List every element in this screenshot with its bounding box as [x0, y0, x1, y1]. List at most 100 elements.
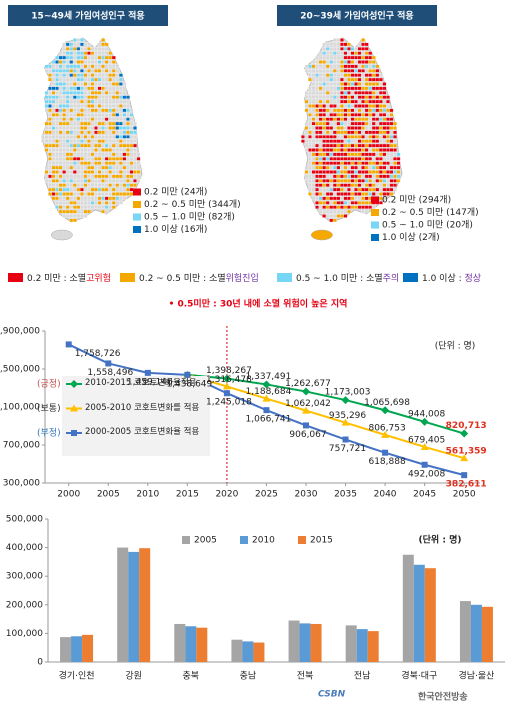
map-cell [347, 47, 351, 51]
map-cell [90, 152, 95, 157]
map-cell [315, 121, 320, 126]
map-cell [354, 108, 359, 113]
legend-label: 2010 [252, 536, 275, 546]
map-cell [101, 205, 106, 209]
map-cell [62, 95, 67, 99]
map-cell [350, 82, 355, 86]
map-cell [329, 91, 334, 95]
map-cell [336, 69, 341, 73]
map-cell [315, 69, 320, 73]
map-cell [44, 104, 49, 108]
map-cell [357, 69, 362, 73]
map-cell [361, 139, 366, 143]
map-cell [133, 174, 137, 179]
map-cell [350, 60, 355, 64]
map-cell [378, 126, 383, 130]
map-cell [97, 187, 102, 192]
map-cell [382, 121, 387, 126]
map-cell [308, 86, 313, 91]
map-cell [65, 183, 70, 187]
map-cell [111, 201, 116, 205]
map-cell [48, 192, 53, 196]
map-cell [343, 64, 348, 69]
map-cell [51, 157, 56, 161]
map-cell [87, 139, 91, 143]
map-cell [329, 42, 334, 47]
risk-range: 0.2 미만 : 소멸 [27, 273, 86, 284]
map-cell [336, 82, 341, 86]
y-tick-label: 200,000 [6, 600, 43, 610]
map-cell [44, 148, 49, 152]
map-cell [311, 135, 316, 139]
map-cell [361, 161, 366, 165]
map-cell [364, 179, 369, 183]
map-cell [325, 104, 330, 108]
map-cell [108, 205, 113, 209]
map-cell [76, 161, 81, 165]
map-cell [347, 51, 351, 55]
map-cell [90, 174, 95, 179]
map-cell [76, 183, 81, 187]
map-cell [361, 86, 366, 91]
map-cell [97, 152, 102, 157]
map-cell [354, 179, 359, 183]
map-cell [69, 51, 74, 55]
map-cell [87, 91, 91, 95]
map-cell [118, 130, 123, 135]
legend-marker [71, 430, 77, 436]
map-cell [361, 77, 366, 82]
map-cell [51, 117, 56, 121]
map-cell [308, 130, 313, 135]
map-cell [347, 165, 351, 170]
map-cell [72, 108, 77, 113]
point [222, 374, 231, 383]
map-cell [108, 139, 113, 143]
map-cell [347, 143, 351, 148]
map-cell [125, 113, 130, 117]
map-cell [329, 187, 334, 192]
risk-label: 1.0 이상 : 정상 [422, 273, 481, 284]
map-cell [350, 108, 355, 113]
map-cell [65, 121, 70, 126]
map-cell [378, 187, 383, 192]
map-cell [343, 143, 348, 148]
map-cell [361, 126, 366, 130]
map-cell [97, 143, 102, 148]
map-cell [58, 69, 63, 73]
map-cell [111, 165, 116, 170]
map-cell [343, 86, 348, 91]
map-cell [65, 104, 70, 108]
value-label: 1,066,741 [246, 415, 292, 425]
map-cell [79, 209, 84, 214]
map-cell [325, 148, 330, 152]
map-cell [357, 135, 362, 139]
map-cell [378, 165, 383, 170]
point [262, 394, 271, 402]
map-cell [55, 196, 60, 201]
map-legend-label: 0.5 ~ 1.0 미만 (20개) [382, 220, 473, 231]
map-cell [329, 121, 334, 126]
map-cell [115, 73, 120, 77]
map-cell [87, 108, 91, 113]
map-cell [339, 209, 344, 214]
map-cell [104, 69, 109, 73]
map-cell [318, 82, 323, 86]
map-cell [354, 113, 359, 117]
map-cell [79, 187, 84, 192]
map-cell [308, 148, 313, 152]
map-cell [111, 60, 116, 64]
map-cell [339, 139, 344, 143]
map-cell [97, 117, 102, 121]
map-cell [69, 104, 74, 108]
map-cell [385, 183, 390, 187]
map-cell [371, 113, 376, 117]
map-cell [58, 205, 63, 209]
map-cell [129, 148, 134, 152]
map-cell [125, 161, 130, 165]
map-cell [357, 157, 362, 161]
map-cell [69, 152, 74, 157]
map-cell [48, 157, 53, 161]
map-cell [318, 135, 323, 139]
map-cell [371, 192, 376, 196]
map-cell [69, 170, 74, 174]
